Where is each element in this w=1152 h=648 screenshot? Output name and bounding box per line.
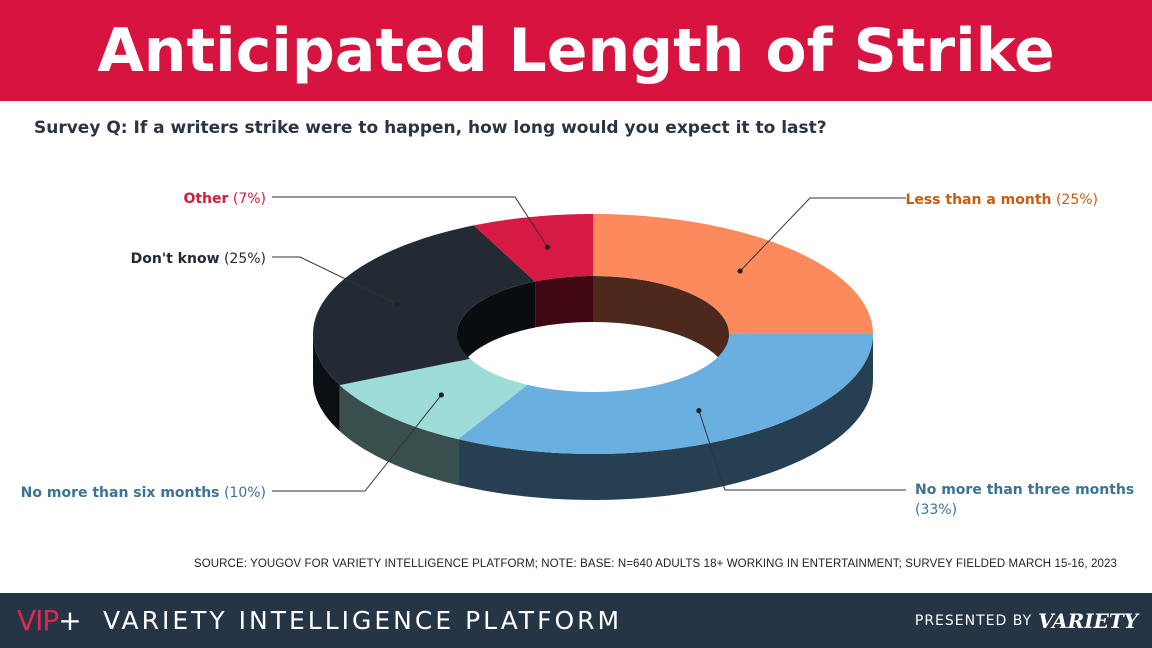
- platform-name: VARIETY INTELLIGENCE PLATFORM: [103, 606, 623, 635]
- leader-dot: [696, 408, 702, 414]
- survey-question: Survey Q: If a writers strike were to ha…: [34, 118, 827, 138]
- slice-side: [313, 334, 340, 432]
- donut-tops: [313, 214, 873, 454]
- slice-label: Other (7%): [183, 191, 266, 207]
- presented-by: PRESENTED BY VARIETY: [915, 609, 1138, 633]
- slice-label-name: Other: [183, 191, 228, 207]
- chart-title: Anticipated Length of Strike: [97, 15, 1055, 86]
- leader-dot: [394, 301, 400, 307]
- slice-label-value: (33%): [915, 502, 957, 518]
- leader-line: [739, 197, 906, 272]
- donut-chart: Less than a month (25%) No more than thre…: [21, 191, 1135, 518]
- footer-bar: VIP+ VARIETY INTELLIGENCE PLATFORM PRESE…: [0, 593, 1152, 648]
- slice-no-more-than-six-months: [339, 358, 528, 440]
- leader-line: [272, 196, 549, 248]
- slice-label-name: Don't know: [131, 251, 220, 267]
- leader-dot: [737, 268, 743, 274]
- donut-labels: Less than a month (25%) No more than thre…: [21, 191, 1135, 518]
- leader-dot: [438, 392, 444, 398]
- vip-logo: VIP+: [17, 604, 82, 637]
- slice-don-t-know: [313, 225, 536, 386]
- slice-label-value: (10%): [220, 485, 267, 501]
- slice-side: [458, 334, 873, 500]
- slice-label-value: (25%): [220, 251, 267, 267]
- slice-less-than-a-month: [593, 214, 873, 334]
- leader-line: [272, 394, 442, 492]
- header-banner: Anticipated Length of Strike: [0, 0, 1152, 101]
- presented-by-label: PRESENTED BY: [914, 613, 1033, 629]
- slice-label-name: Less than a month: [905, 192, 1051, 208]
- leader-line: [698, 410, 906, 491]
- leader-line: [272, 256, 398, 305]
- slice-label: Less than a month (25%): [905, 192, 1098, 208]
- slice-inner-wall: [593, 276, 729, 380]
- slice-label: No more than six months (10%): [21, 485, 266, 501]
- slice-side: [339, 385, 459, 486]
- slice-other: [473, 214, 593, 282]
- variety-logo: VARIETY: [1038, 609, 1138, 633]
- slice-inner-wall: [457, 281, 536, 380]
- leader-dot: [545, 244, 551, 250]
- slice-label-name: No more than six months: [21, 485, 220, 501]
- slice-inner-wall: [535, 276, 593, 328]
- slice-label-value: (25%): [1052, 192, 1099, 208]
- source-note: SOURCE: YOUGOV FOR VARIETY INTELLIGENCE …: [193, 558, 1117, 570]
- donut-sides: [313, 334, 873, 500]
- slice-label: No more than three months (33%): [915, 482, 1134, 518]
- slice-label: Don't know (25%): [131, 251, 266, 267]
- slice-label-name: No more than three months: [915, 482, 1134, 498]
- slice-label-value: (7%): [228, 191, 266, 207]
- slice-no-more-than-three-months: [458, 334, 873, 454]
